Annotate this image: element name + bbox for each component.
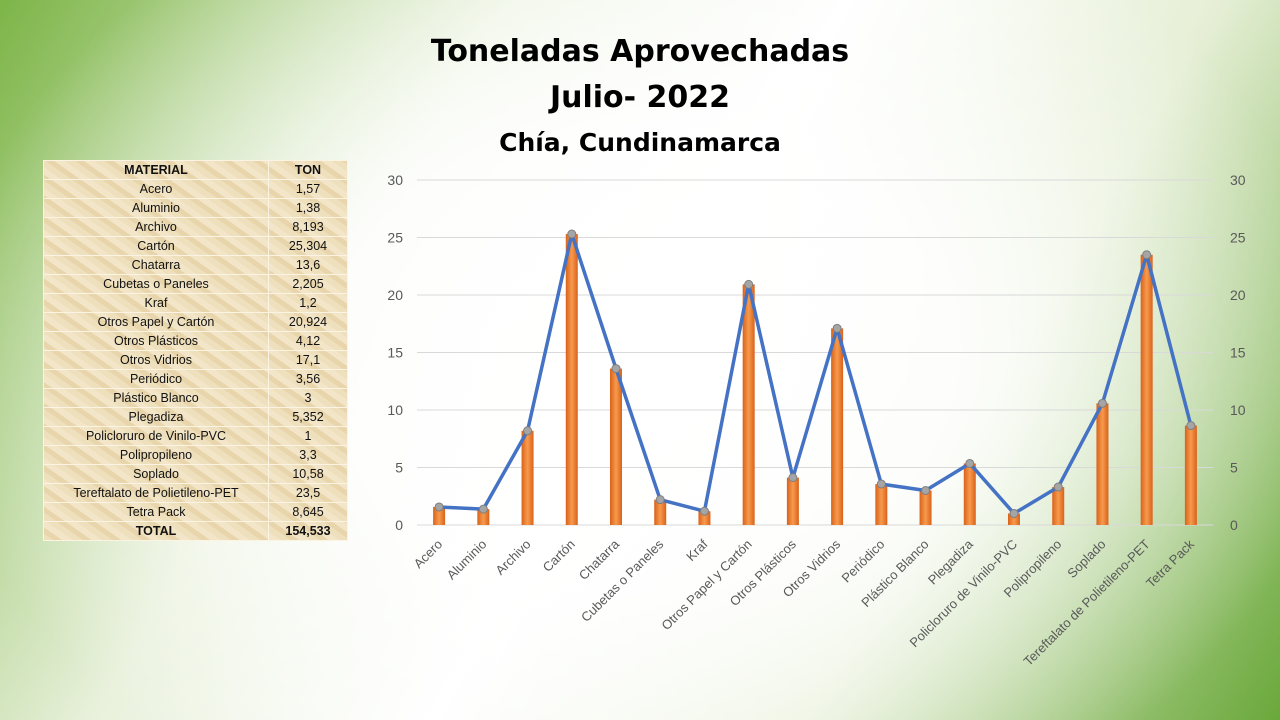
bar xyxy=(742,284,755,525)
x-tick-label: Cubetas o Paneles xyxy=(578,536,667,625)
x-tick-label: Aluminio xyxy=(444,537,490,583)
line-point xyxy=(478,504,488,514)
material-cell: Periódico xyxy=(43,369,269,389)
y-tick-label-left: 5 xyxy=(395,460,403,476)
x-tick-label: Cartón xyxy=(540,537,578,575)
table-row: Soplado 10,58 xyxy=(43,464,348,484)
line-point xyxy=(434,502,444,512)
bar xyxy=(1184,425,1197,525)
table-row: Acero 1,57 xyxy=(43,179,348,199)
table-row: Otros Plásticos 4,12 xyxy=(43,331,348,351)
ton-cell: 25,304 xyxy=(268,236,348,256)
total-row: TOTAL 154,533 xyxy=(43,521,348,541)
bar xyxy=(1140,254,1153,525)
line-point xyxy=(1009,509,1019,518)
ton-cell: 10,58 xyxy=(268,464,348,484)
y-tick-label-left: 10 xyxy=(387,402,403,418)
table-row: Plástico Blanco 3 xyxy=(43,388,348,408)
line-point xyxy=(921,486,931,495)
material-cell: Otros Plásticos xyxy=(43,331,269,351)
bar xyxy=(698,511,711,525)
bar xyxy=(919,490,932,525)
bar xyxy=(654,499,667,525)
x-tick-label: Tetra Pack xyxy=(1143,536,1197,590)
y-tick-label-left: 25 xyxy=(387,230,403,246)
y-tick-label-right: 0 xyxy=(1230,517,1238,533)
series-line xyxy=(439,232,1193,516)
table-row: Periódico 3,56 xyxy=(43,369,348,389)
total-label: TOTAL xyxy=(43,521,269,541)
ton-cell: 3,3 xyxy=(268,445,348,465)
material-cell: Polipropileno xyxy=(43,445,269,465)
chart-period: Julio- 2022 xyxy=(549,80,731,115)
y-tick-label-right: 20 xyxy=(1230,287,1246,303)
y-tick-label-right: 10 xyxy=(1230,402,1246,418)
y-tick-label-left: 15 xyxy=(387,345,403,361)
y-tick-label-right: 15 xyxy=(1230,345,1246,361)
y-tick-label-left: 30 xyxy=(387,172,403,188)
y-tick-label-left: 0 xyxy=(395,517,403,533)
table-row: Cartón 25,304 xyxy=(43,236,348,256)
table-row: Otros Vidrios 17,1 xyxy=(43,350,348,370)
line-point xyxy=(1142,250,1152,260)
x-tick-label: Archivo xyxy=(492,537,533,578)
bar xyxy=(477,509,490,525)
line-point xyxy=(699,506,709,516)
ton-cell: 2,205 xyxy=(268,274,348,294)
line-point xyxy=(788,473,798,483)
line-point xyxy=(965,458,975,468)
ton-cell: 8,193 xyxy=(268,217,348,237)
total-value: 154,533 xyxy=(268,521,348,541)
material-cell: Soplado xyxy=(43,464,269,484)
line-point xyxy=(1097,398,1107,408)
line-point xyxy=(611,364,621,374)
ton-cell: 8,645 xyxy=(268,502,348,522)
x-tick-label: Soplado xyxy=(1064,537,1108,581)
y-tick-label-left: 20 xyxy=(387,287,403,303)
bar xyxy=(610,368,622,525)
bar xyxy=(875,484,888,525)
line-point xyxy=(567,229,577,239)
table-row: Aluminio 1,38 xyxy=(43,198,348,218)
y-tick-label-right: 30 xyxy=(1230,172,1246,188)
bar xyxy=(1052,487,1065,525)
chart-subtitle: Chía, Cundinamarca xyxy=(499,128,781,157)
x-tick-label: Acero xyxy=(411,537,446,572)
table-row: Tetra Pack 8,645 xyxy=(43,502,348,522)
line-point xyxy=(1053,482,1063,492)
bar xyxy=(831,328,844,525)
y-tick-label-right: 5 xyxy=(1230,460,1238,476)
bar xyxy=(963,463,976,525)
line-point xyxy=(655,495,665,505)
line-point xyxy=(523,426,533,436)
y-tick-label-right: 25 xyxy=(1230,230,1246,246)
bar xyxy=(786,477,799,525)
bar xyxy=(1008,513,1020,525)
bar xyxy=(521,430,534,525)
line-point xyxy=(1186,421,1196,431)
line-point xyxy=(876,479,886,489)
table-row: Cubetas o Paneles 2,205 xyxy=(43,274,348,294)
ton-cell: 1,38 xyxy=(268,198,348,218)
x-tick-label: Kraf xyxy=(683,536,711,564)
table-row: Polipropileno 3,3 xyxy=(43,445,348,465)
line-point xyxy=(744,279,754,289)
material-cell: Cartón xyxy=(43,236,269,256)
bar xyxy=(1096,403,1109,525)
line-point xyxy=(832,323,842,333)
materials-table: MATERIAL TON Acero 1,57 Aluminio 1,38 Archiv… xyxy=(43,160,348,541)
bar xyxy=(565,234,578,525)
bar xyxy=(433,506,446,525)
table-row: Kraf 1,2 xyxy=(43,293,348,313)
chart-title: Toneladas Aprovechadas xyxy=(430,34,850,69)
